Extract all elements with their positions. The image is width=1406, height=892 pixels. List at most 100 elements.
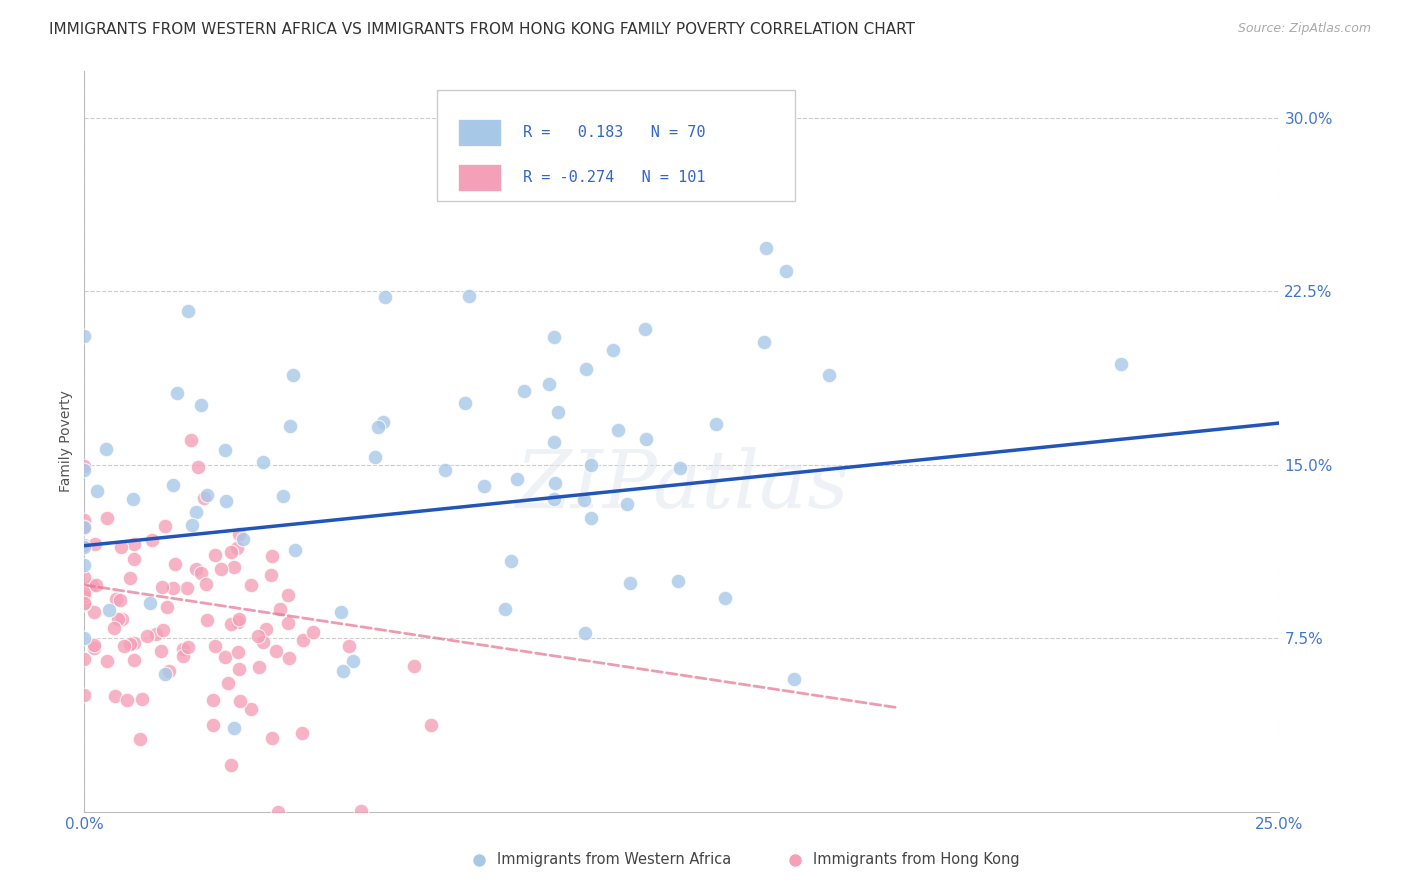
Point xyxy=(506,472,529,486)
Point xyxy=(103,621,125,635)
Point xyxy=(704,417,727,431)
Point xyxy=(350,804,373,818)
Point xyxy=(73,541,96,555)
Point xyxy=(301,625,323,640)
Point xyxy=(474,478,496,492)
Point xyxy=(219,758,242,772)
Point xyxy=(371,415,394,429)
Point xyxy=(73,463,96,477)
Point xyxy=(284,543,307,558)
Point xyxy=(547,404,569,418)
Point xyxy=(83,640,105,655)
Point xyxy=(150,643,173,657)
Point xyxy=(454,396,477,410)
Point xyxy=(162,478,184,492)
Point xyxy=(73,569,96,583)
Point xyxy=(172,648,194,663)
Point xyxy=(184,562,207,576)
Point xyxy=(96,442,118,457)
Point xyxy=(339,639,361,653)
Point xyxy=(278,651,301,665)
Point xyxy=(122,491,145,506)
Point xyxy=(112,639,135,653)
Point xyxy=(252,455,274,469)
Point xyxy=(141,533,163,547)
Point xyxy=(634,432,657,446)
Point xyxy=(214,443,236,458)
Point xyxy=(544,475,567,490)
Point xyxy=(1111,357,1133,371)
Point xyxy=(118,571,141,585)
Point xyxy=(153,519,176,533)
Point xyxy=(115,692,138,706)
Point xyxy=(139,596,162,610)
Point xyxy=(150,580,173,594)
Text: Immigrants from Hong Kong: Immigrants from Hong Kong xyxy=(814,853,1019,867)
Point xyxy=(260,568,283,582)
Point xyxy=(73,558,96,573)
Point xyxy=(755,241,778,255)
Point xyxy=(240,578,263,592)
Point xyxy=(512,384,534,398)
Point xyxy=(177,303,200,318)
Point xyxy=(177,640,200,654)
Point xyxy=(247,660,270,674)
Point xyxy=(713,591,735,605)
Point xyxy=(190,398,212,412)
Point xyxy=(543,434,565,449)
Point xyxy=(163,557,186,571)
Point xyxy=(260,731,283,746)
Point xyxy=(581,458,603,473)
Point xyxy=(86,484,108,499)
Point xyxy=(180,434,202,448)
Point xyxy=(107,612,129,626)
Point xyxy=(145,627,167,641)
Y-axis label: Family Poverty: Family Poverty xyxy=(59,391,73,492)
Point xyxy=(606,423,628,437)
Point xyxy=(252,634,274,648)
Point xyxy=(457,289,479,303)
Point xyxy=(291,726,314,740)
Point xyxy=(782,672,804,686)
Point xyxy=(122,537,145,551)
Point xyxy=(73,598,96,612)
Point xyxy=(190,566,212,581)
Point xyxy=(184,505,207,519)
Point xyxy=(118,637,141,651)
Point xyxy=(775,264,797,278)
Point xyxy=(575,361,598,376)
Point xyxy=(219,545,242,559)
Point xyxy=(110,540,132,554)
Point xyxy=(83,605,105,619)
Point xyxy=(98,603,121,617)
Point xyxy=(204,639,226,653)
Point xyxy=(277,588,299,602)
Point xyxy=(228,611,250,625)
Point xyxy=(209,562,232,576)
Point xyxy=(73,520,96,534)
Point xyxy=(73,596,96,610)
Point xyxy=(201,693,224,707)
Point xyxy=(342,654,364,668)
Point xyxy=(73,587,96,601)
Point xyxy=(537,377,560,392)
Point xyxy=(226,615,249,629)
Point xyxy=(240,702,263,716)
Point xyxy=(111,612,134,626)
Point xyxy=(195,488,218,502)
Point xyxy=(176,581,198,595)
Point xyxy=(83,537,105,551)
Point xyxy=(222,560,245,574)
Point xyxy=(271,489,294,503)
Point xyxy=(122,635,145,649)
Point xyxy=(135,629,157,643)
Point xyxy=(73,586,96,600)
Point xyxy=(73,589,96,603)
Point xyxy=(269,602,291,616)
Point xyxy=(254,623,277,637)
Point xyxy=(166,386,188,401)
Point xyxy=(817,368,839,382)
Point xyxy=(574,626,596,640)
Point xyxy=(124,552,146,566)
Point xyxy=(187,460,209,475)
